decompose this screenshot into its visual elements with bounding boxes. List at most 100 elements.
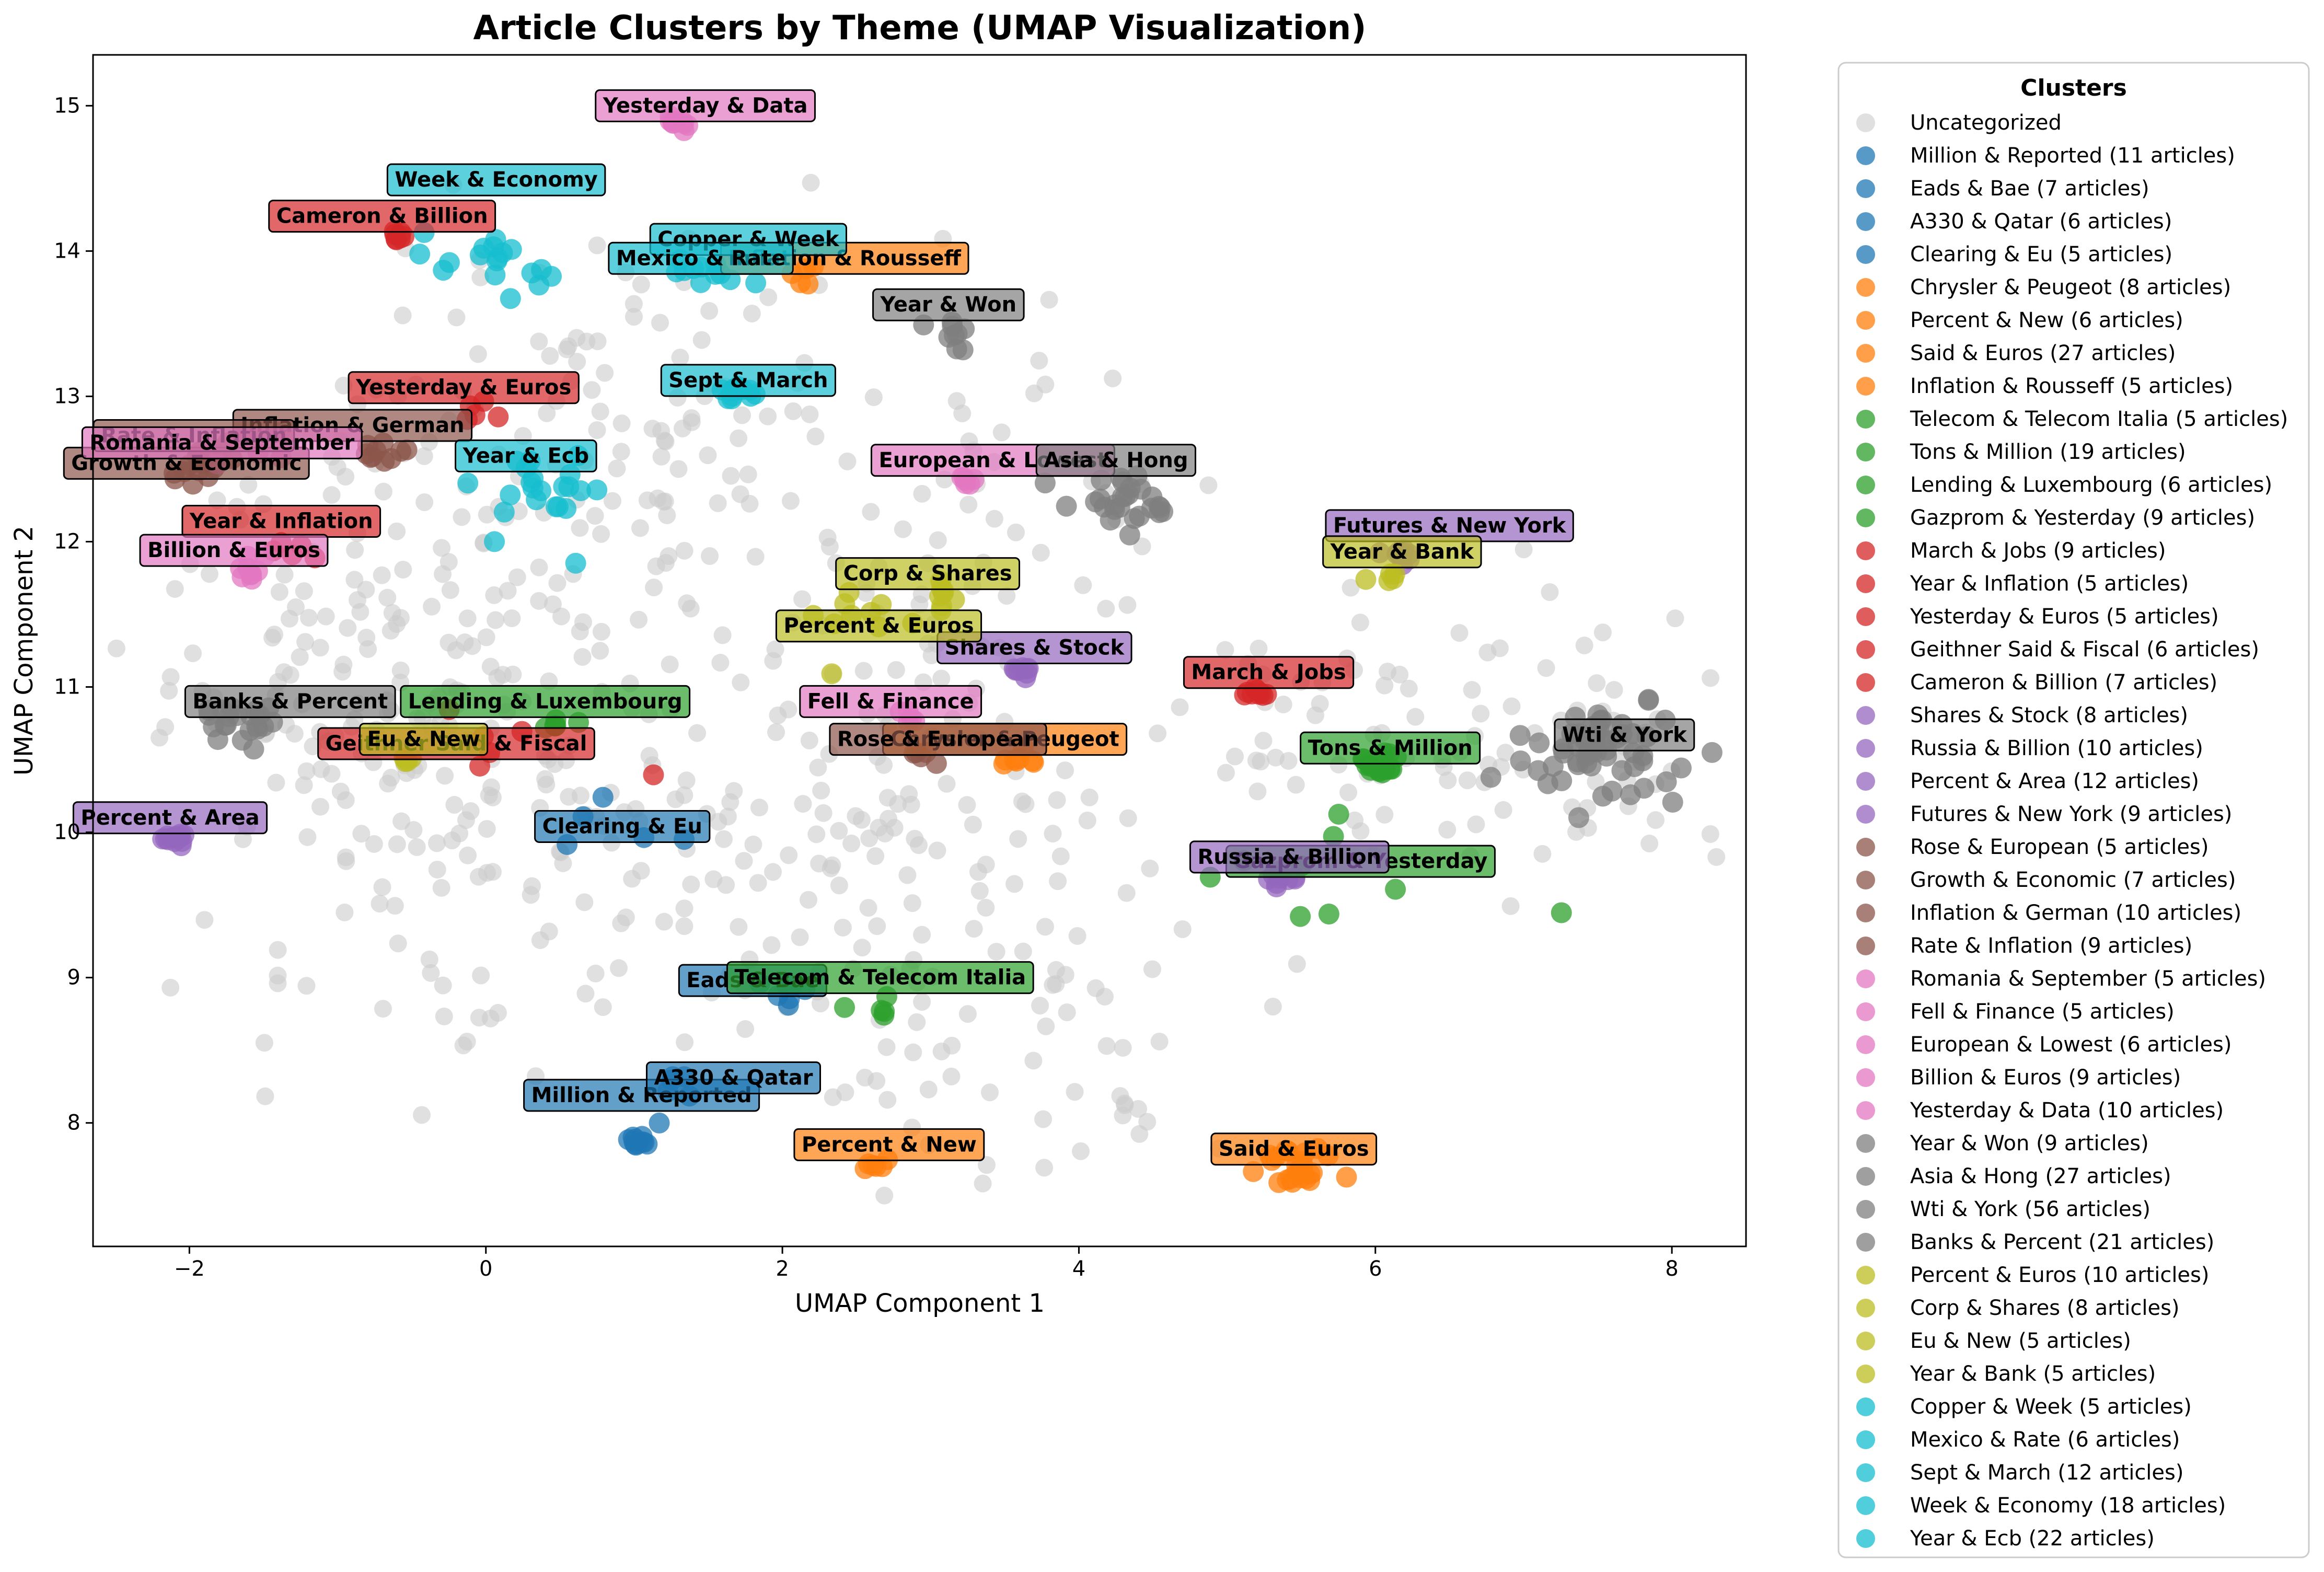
uncategorized-point <box>588 332 607 351</box>
uncategorized-point <box>1080 788 1099 806</box>
uncategorized-point <box>675 917 693 935</box>
uncategorized-point <box>1044 825 1062 843</box>
uncategorized-point <box>568 353 586 371</box>
uncategorized-point <box>744 835 762 853</box>
uncategorized-point <box>435 1007 453 1025</box>
uncategorized-point <box>733 406 751 424</box>
legend-label: Telecom & Telecom Italia (5 articles) <box>1910 407 2288 431</box>
uncategorized-point <box>596 364 614 382</box>
uncategorized-point <box>357 629 376 647</box>
legend-marker <box>1856 937 1875 955</box>
uncategorized-point <box>864 388 883 407</box>
uncategorized-point <box>573 648 592 666</box>
uncategorized-point <box>1287 776 1305 794</box>
cluster-label: Mexico & Rate <box>608 241 794 275</box>
uncategorized-point <box>1040 291 1058 309</box>
uncategorized-point <box>780 846 798 864</box>
cluster-point <box>1701 742 1722 763</box>
y-axis-label: UMAP Component 2 <box>9 526 39 776</box>
legend-entry: Week & Economy (18 articles) <box>1856 1494 2226 1518</box>
uncategorized-point <box>836 1083 854 1102</box>
uncategorized-point <box>1072 1142 1090 1160</box>
cluster-point <box>1633 778 1655 799</box>
uncategorized-point <box>1438 820 1456 839</box>
uncategorized-point <box>730 918 748 936</box>
uncategorized-point <box>1254 732 1273 750</box>
legend-marker <box>1856 1002 1875 1021</box>
uncategorized-point <box>682 875 700 894</box>
cluster-point <box>1611 760 1633 781</box>
cluster-point <box>1112 486 1133 507</box>
uncategorized-point <box>1086 979 1105 997</box>
uncategorized-point <box>1058 1003 1076 1022</box>
uncategorized-point <box>875 1186 894 1205</box>
cluster-point <box>215 714 237 736</box>
cluster-label-text: Lending & Luxembourg <box>408 689 683 713</box>
uncategorized-point <box>415 493 434 511</box>
uncategorized-point <box>793 590 812 608</box>
y-tick-label: 15 <box>54 94 80 118</box>
cluster-label-box <box>660 364 836 397</box>
uncategorized-point <box>938 775 956 793</box>
uncategorized-point <box>603 492 621 510</box>
uncategorized-point <box>762 936 781 954</box>
cluster-point <box>1510 750 1531 772</box>
uncategorized-point <box>812 781 830 800</box>
uncategorized-point <box>256 1087 274 1105</box>
uncategorized-point <box>336 903 354 921</box>
uncategorized-point <box>847 807 865 825</box>
uncategorized-point <box>675 786 693 804</box>
uncategorized-point <box>1375 676 1394 695</box>
legend-label: Inflation & German (10 articles) <box>1910 901 2241 925</box>
cluster-label-box <box>1210 1132 1378 1166</box>
uncategorized-point <box>655 432 674 450</box>
legend-label: Uncategorized <box>1910 111 2062 135</box>
uncategorized-point <box>1274 695 1292 713</box>
uncategorized-point <box>552 607 570 626</box>
uncategorized-point <box>998 587 1016 605</box>
cluster-label-box <box>386 163 606 196</box>
uncategorized-point <box>822 859 840 877</box>
cluster-point <box>243 738 264 760</box>
uncategorized-point <box>913 926 931 944</box>
uncategorized-point <box>1701 825 1719 843</box>
uncategorized-point <box>977 1156 996 1174</box>
uncategorized-point <box>1024 1051 1043 1070</box>
uncategorized-point <box>588 236 606 255</box>
uncategorized-point <box>977 898 995 917</box>
cluster-label: Year & Inflation <box>181 505 381 538</box>
uncategorized-point <box>386 897 404 915</box>
cluster-point <box>365 440 387 461</box>
cluster-label-box <box>936 631 1132 664</box>
uncategorized-point <box>540 922 558 941</box>
uncategorized-point <box>876 824 894 842</box>
legend-label: Cameron & Billion (7 articles) <box>1910 671 2217 695</box>
uncategorized-point <box>1171 698 1189 716</box>
cluster-label: Romania & September <box>81 426 363 459</box>
uncategorized-point <box>678 594 696 612</box>
uncategorized-point <box>161 978 180 997</box>
cluster-label-text: Percent & New <box>802 1132 977 1157</box>
uncategorized-point <box>1478 643 1497 662</box>
uncategorized-point <box>382 769 400 787</box>
uncategorized-point <box>1044 976 1062 994</box>
uncategorized-point <box>453 508 471 526</box>
legend-marker <box>1856 113 1875 132</box>
cluster-label: Fell & Finance <box>799 685 982 718</box>
legend-entry: Year & Inflation (5 articles) <box>1856 572 2189 596</box>
cluster-label-text: Telecom & Telecom Italia <box>734 966 1026 990</box>
legend-label: Rate & Inflation (9 articles) <box>1910 934 2192 958</box>
legend-entry: Eads & Bae (7 articles) <box>1856 177 2149 201</box>
uncategorized-point <box>894 520 912 538</box>
uncategorized-point <box>970 882 989 900</box>
uncategorized-point <box>661 655 679 674</box>
cluster-label-text: Wti & York <box>1562 723 1687 747</box>
cluster-label: Corp & Shares <box>835 557 1021 591</box>
cluster-label-box <box>184 685 396 718</box>
uncategorized-point <box>1541 583 1559 602</box>
uncategorized-point <box>802 174 820 192</box>
cluster-point <box>488 406 509 427</box>
uncategorized-point <box>1494 801 1512 819</box>
uncategorized-point <box>1104 369 1122 388</box>
